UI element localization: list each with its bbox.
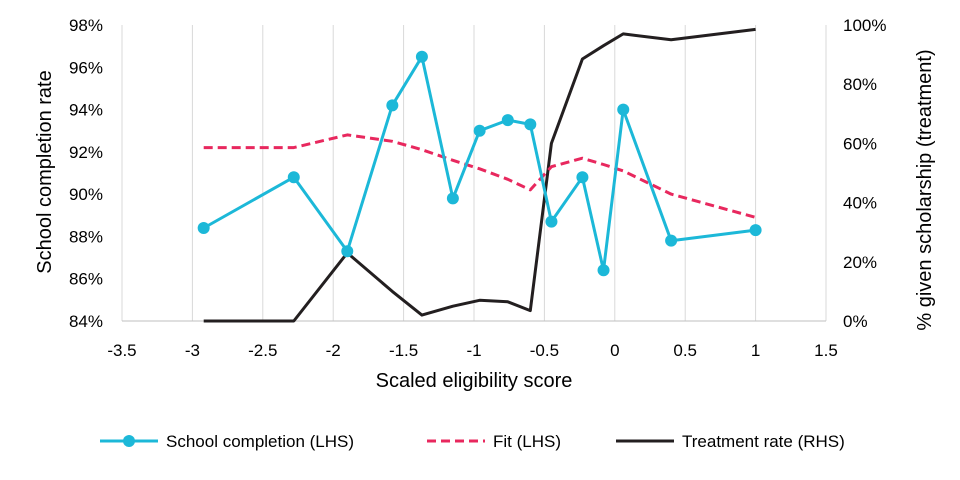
y-left-tick-label: 84% [69,312,103,331]
data-point [545,215,558,228]
y-left-tick-label: 94% [69,101,103,120]
x-tick-label: -3.5 [107,341,136,360]
y-left-tick-label: 86% [69,270,103,289]
y-left-tick-label: 90% [69,185,103,204]
data-point [617,103,630,116]
y-right-tick-label: 20% [843,253,877,272]
series-group [197,27,762,323]
data-point [287,171,300,184]
data-point [665,234,678,247]
data-point [524,118,537,131]
x-tick-label: -1.5 [389,341,418,360]
legend-label: School completion (LHS) [166,432,354,451]
data-point [341,245,354,258]
x-tick-label: 1 [751,341,760,360]
data-point [415,50,428,63]
y-right-tick-label: 60% [843,134,877,153]
x-tick-label: 0 [610,341,619,360]
y-right-axis-ticks: 0% 20% 40% 60% 80% 100% [843,16,886,331]
y-left-tick-label: 96% [69,58,103,77]
y-left-tick-label: 98% [69,16,103,35]
data-point [446,192,459,205]
legend-label: Fit (LHS) [493,432,561,451]
legend-label: Treatment rate (RHS) [682,432,845,451]
y-left-tick-label: 92% [69,143,103,162]
x-axis-ticks: -3.5 -3 -2.5 -2 -1.5 -1 -0.5 0 0.5 1 1.5 [107,341,837,360]
legend-marker [123,435,135,447]
data-point [197,221,210,234]
x-tick-label: -2 [326,341,341,360]
y-left-axis-ticks: 84% 86% 88% 90% 92% 94% 96% 98% [69,16,103,331]
series-line [203,27,756,323]
x-tick-label: 1.5 [814,341,838,360]
x-axis-title: Scaled eligibility score [376,370,573,392]
x-tick-label: -2.5 [248,341,277,360]
data-point [386,99,399,112]
y-right-axis-title: % given scholarship (treatment) [914,49,936,330]
x-tick-label: -1 [466,341,481,360]
y-left-tick-label: 88% [69,227,103,246]
data-point [473,124,486,137]
y-right-tick-label: 40% [843,194,877,213]
series-line [203,133,756,219]
x-tick-label: 0.5 [673,341,697,360]
data-point [749,224,762,237]
legend: School completion (LHS) Fit (LHS) Treatmen… [100,432,845,451]
grid-lines [121,25,827,322]
y-right-tick-label: 100% [843,16,886,35]
data-point [576,171,589,184]
x-tick-label: -3 [185,341,200,360]
data-point [501,114,514,127]
data-point [597,264,610,277]
y-left-axis-title: School completion rate [34,70,56,273]
x-tick-label: -0.5 [530,341,559,360]
y-right-tick-label: 80% [843,75,877,94]
y-right-tick-label: 0% [843,312,868,331]
